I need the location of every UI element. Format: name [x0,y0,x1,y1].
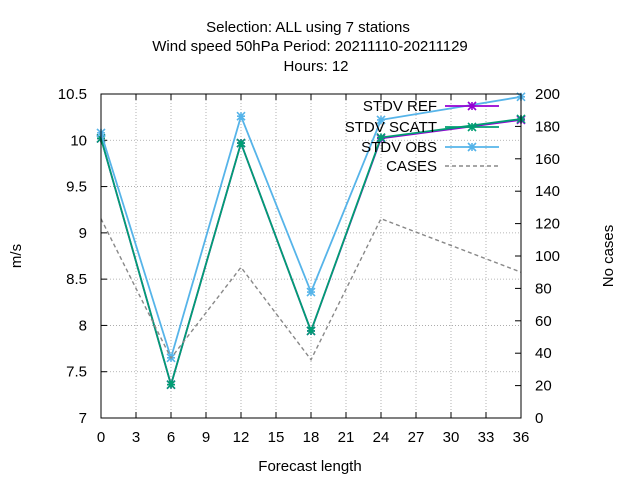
legend-label: STDV REF [363,98,437,115]
data-point [376,115,386,125]
series-line [100,217,522,362]
legend: STDV REF STDV SCATT STDV OBS CASES [345,98,499,175]
y-tick-label: 10 [70,132,87,149]
grid [101,94,521,418]
x-tick-label: 21 [338,429,355,446]
series-stdv-scatt [96,114,526,390]
x-tick-label: 24 [373,429,390,446]
y2-tick-label: 160 [535,151,560,168]
y-tick-label: 9.5 [66,179,87,196]
y-tick-label: 7.5 [66,364,87,381]
legend-entry: STDV OBS [361,139,499,156]
chart-title: Selection: ALL using 7 stations Wind spe… [152,19,468,75]
series-lines [96,92,526,390]
y2-tick-label: 180 [535,118,560,135]
y2-tick-label: 20 [535,378,552,395]
legend-marker [467,142,477,152]
y2-tick-label: 60 [535,313,552,330]
y2-tick-label: 40 [535,345,552,362]
data-point [236,138,246,148]
series-line [100,95,522,361]
y2-tick-label: 140 [535,183,560,200]
x-tick-label: 6 [167,429,175,446]
data-point [166,380,176,390]
title-line-2: Wind speed 50hPa Period: 20211110-202111… [152,38,468,55]
data-point [306,287,316,297]
legend-entry: STDV REF [363,98,499,115]
data-point [306,326,316,336]
y-axis-ticks: 7 7.5 8 8.5 9 9.5 10 10.5 [58,86,107,427]
legend-marker [467,122,477,132]
data-point [236,111,246,121]
x-tick-label: 0 [97,429,105,446]
x-axis-label: Forecast length [258,458,361,475]
x-tick-label: 3 [132,429,140,446]
legend-label: STDV OBS [361,139,437,156]
y2-axis-label: No cases [600,225,617,288]
y2-tick-label: 100 [535,248,560,265]
x-tick-label: 27 [408,429,425,446]
legend-entry: CASES [386,158,499,175]
data-point [376,132,386,143]
y2-tick-label: 0 [535,410,543,427]
series-line [100,118,522,388]
series-cases [100,217,522,362]
y-tick-label: 10.5 [58,86,87,103]
y-axis-label: m/s [8,244,25,268]
legend-label: STDV SCATT [345,119,437,136]
y-tick-label: 8 [79,317,87,334]
y2-tick-label: 80 [535,280,552,297]
x-tick-label: 9 [202,429,210,446]
x-tick-label: 33 [478,429,495,446]
x-tick-label: 12 [233,429,250,446]
legend-marker [467,101,477,111]
x-tick-label: 30 [443,429,460,446]
title-line-3: Hours: 12 [283,58,348,75]
title-line-1: Selection: ALL using 7 stations [206,19,410,36]
y-tick-label: 8.5 [66,271,87,288]
x-tick-label: 15 [268,429,285,446]
x-tick-label: 18 [303,429,320,446]
y2-tick-label: 200 [535,86,560,103]
legend-label: CASES [386,158,437,175]
plot-frame [100,93,522,419]
y-tick-label: 9 [79,225,87,242]
x-tick-label: 36 [513,429,530,446]
y2-axis-ticks: 0 20 40 60 80 100 120 140 160 180 200 [515,86,560,427]
legend-entry: STDV SCATT [345,119,499,136]
y2-tick-label: 120 [535,216,560,233]
x-axis-ticks: 0 3 6 9 12 15 18 21 24 27 30 33 36 [97,94,530,446]
y-tick-label: 7 [79,410,87,427]
